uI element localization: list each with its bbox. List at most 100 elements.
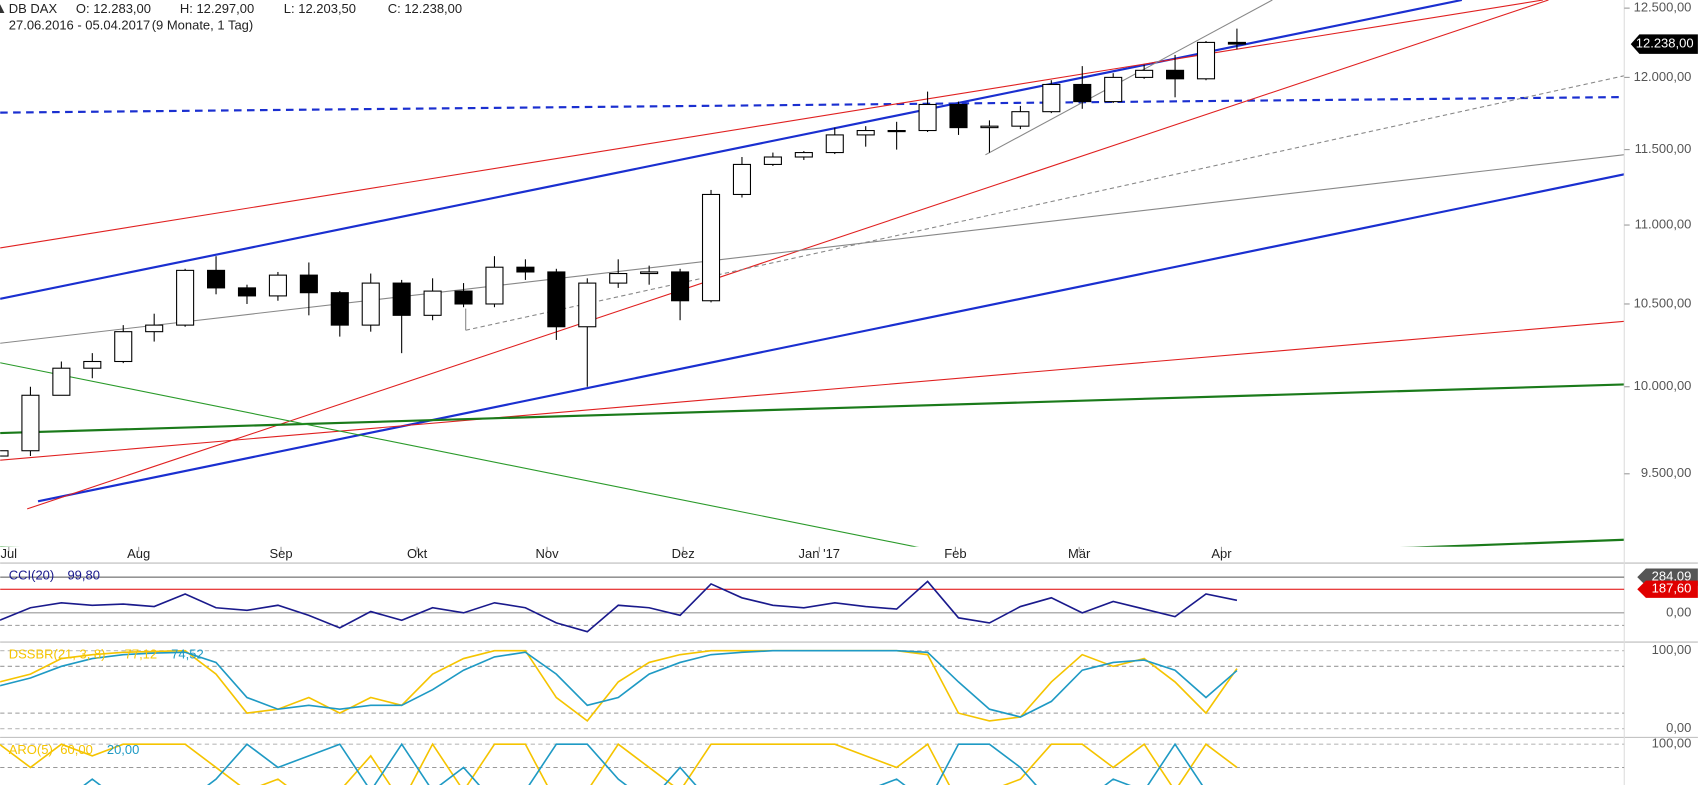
candle-body [918,103,937,132]
candle-body [145,324,164,333]
indicator-line [0,742,1238,785]
last-price-badge [1630,34,1698,54]
x-tick-label: Dez [672,546,695,561]
x-tick-label: Jan '17 [799,546,840,561]
panel-plot [0,576,1625,633]
trendline [1405,538,1625,547]
icon [0,4,5,13]
candle-body [825,134,844,154]
candle-body [1196,41,1216,80]
last-price-label: 12.238,00 [1636,36,1694,51]
candle-body [83,360,102,369]
candle-body [609,273,628,284]
y-tick-label: 10.500,00 [1634,295,1692,310]
candle-body [1042,83,1061,113]
candle-body [980,125,999,129]
y-tick-label: 0,00 [1666,720,1691,735]
candle-body [794,152,813,158]
ohlc-label: C: 12.238,00 [388,1,462,16]
candle-body [640,271,659,275]
y-tick-label: 284,09 [1652,569,1692,584]
candle-body [176,269,195,326]
candle-body [268,274,287,297]
indicator-value: 20,00 [107,742,140,757]
candle-body [392,282,411,316]
panel-plot [0,742,1625,785]
candle-body [1073,83,1092,103]
panel-plot [0,28,1246,457]
y-tick-label: 11.000,00 [1635,216,1692,231]
y-tick-label: 12.500,00 [1634,0,1692,15]
y-tick-label: 100,00 [1652,736,1692,751]
trendline [985,0,1273,156]
trendline [37,173,1625,503]
candle-body [207,269,226,289]
indicator-value: 77,12 [125,647,157,662]
candle-body [21,394,40,452]
indicator-value: 74,52 [171,647,204,662]
candle-body [0,450,9,457]
indicator-value: 60,00 [60,742,93,757]
candle-body [485,266,504,305]
trendline [0,0,1463,300]
y-tick-label: 12.000,00 [1634,69,1692,84]
level-badge [1637,580,1698,598]
x-tick-label: Mär [1068,546,1091,561]
candle-body [547,271,566,328]
x-tick-label: Jul [0,546,17,561]
candle-body [1011,111,1030,127]
ohlc-label: L: 12.203,50 [284,1,356,16]
indicator-name: ARO(5) [9,742,53,757]
indicator-line [83,742,1204,785]
indicator-line [0,649,1238,723]
candle-body [763,156,782,165]
candle-body [454,290,473,305]
span: (9 Monate, 1 Tag) [152,17,254,32]
trendline [0,383,1625,435]
instrument-name: DB DAX [9,1,58,16]
candle-body [423,290,442,316]
indicator-line [0,649,1238,718]
ohlc-label: H: 12.297,00 [180,1,254,16]
period: 27.06.2016 - 05.04.2017 [9,17,151,32]
candle-body [299,274,318,294]
x-tick-label: Aug [127,546,150,561]
trendline [0,546,15,547]
y-tick-label: 9.500,00 [1641,465,1692,480]
candle-body [701,193,721,302]
y-tick-label: 0,00 [1666,604,1691,619]
candle-body [52,367,71,396]
x-tick-label: Apr [1211,546,1232,561]
candle-body [1135,69,1154,78]
candle-body [330,292,349,326]
trendline [27,0,1549,510]
candle-body [237,287,257,297]
candle-body [114,331,133,363]
trendline [0,154,1625,344]
trendline [0,0,1544,249]
y-tick-label: 10.000,00 [1634,378,1692,393]
candle-body [856,129,875,136]
y-tick-label: 11.500,00 [1635,141,1692,156]
trendline [0,320,1625,461]
trendline [0,95,1625,114]
candle-body [1166,69,1185,80]
candle-body [578,282,597,328]
candle-body [671,271,690,302]
panel-plot [0,649,1625,730]
indicator-line [0,580,1238,633]
y-tick-label: 187,60 [1652,581,1692,596]
candle-body [949,103,968,129]
indicator-name: CCI(20) [9,567,54,582]
candle-body [1104,76,1123,103]
candle-body [361,282,380,326]
trendline [465,75,1625,331]
x-tick-label: Nov [536,546,560,561]
y-tick-label: 100,00 [1652,642,1692,657]
x-tick-label: Okt [407,546,428,561]
x-tick-label: Sep [269,546,292,561]
indicator-name: DSSBR(21, 3, 8) [9,647,106,662]
candle-body [1227,41,1246,45]
indicator-value: 99,80 [67,567,100,582]
